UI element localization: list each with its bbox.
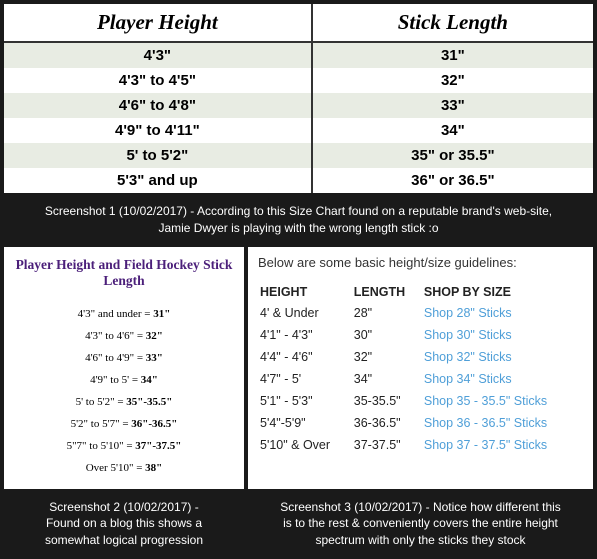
t3-header-shop: SHOP BY SIZE bbox=[422, 282, 583, 302]
table-1: Player Height Stick Length 4'3"31" 4'3" … bbox=[4, 4, 593, 193]
table-row: 4'9" to 4'11"34" bbox=[4, 118, 593, 143]
table-row: 4'3"31" bbox=[4, 42, 593, 68]
shop-link[interactable]: Shop 28" Sticks bbox=[422, 302, 583, 324]
list-item: 5"7" to 5'10" = 37"-37.5" bbox=[12, 435, 236, 457]
t3-title: Below are some basic height/size guideli… bbox=[258, 255, 583, 270]
table-row: 5'4"-5'9"36-36.5"Shop 36 - 36.5" Sticks bbox=[258, 412, 583, 434]
table-row: 5' to 5'2"35" or 35.5" bbox=[4, 143, 593, 168]
table-row: 5'10" & Over37-37.5"Shop 37 - 37.5" Stic… bbox=[258, 434, 583, 456]
shop-link[interactable]: Shop 35 - 35.5" Sticks bbox=[422, 390, 583, 412]
shop-link[interactable]: Shop 36 - 36.5" Sticks bbox=[422, 412, 583, 434]
size-chart-3: Below are some basic height/size guideli… bbox=[248, 247, 593, 489]
size-chart-1: Player Height Stick Length 4'3"31" 4'3" … bbox=[4, 4, 593, 193]
table-row: 4'7" - 5'34"Shop 34" Sticks bbox=[258, 368, 583, 390]
caption-1: Screenshot 1 (10/02/2017) - According to… bbox=[4, 193, 593, 247]
table-row: 4'1" - 4'3"30"Shop 30" Sticks bbox=[258, 324, 583, 346]
list-item: 4'3" to 4'6" = 32" bbox=[12, 325, 236, 347]
list-item: 5' to 5'2" = 35"-35.5" bbox=[12, 391, 236, 413]
size-chart-2: Player Height and Field Hockey Stick Len… bbox=[4, 247, 244, 489]
table-row: 4'3" to 4'5"32" bbox=[4, 68, 593, 93]
t3-header-height: HEIGHT bbox=[258, 282, 352, 302]
table-row: 5'3" and up36" or 36.5" bbox=[4, 168, 593, 193]
list-item: 4'3" and under = 31" bbox=[12, 303, 236, 325]
list-item: 4'9" to 5' = 34" bbox=[12, 369, 236, 391]
list-item: 5'2" to 5'7" = 36"-36.5" bbox=[12, 413, 236, 435]
t3-header-length: LENGTH bbox=[352, 282, 422, 302]
list-item: 4'6" to 4'9" = 33" bbox=[12, 347, 236, 369]
t2-title: Player Height and Field Hockey Stick Len… bbox=[12, 257, 236, 289]
table-row: 4'6" to 4'8"33" bbox=[4, 93, 593, 118]
table-row: 4' & Under28"Shop 28" Sticks bbox=[258, 302, 583, 324]
t1-header-height: Player Height bbox=[4, 4, 312, 42]
caption-2: Screenshot 2 (10/02/2017) - Found on a b… bbox=[4, 489, 244, 559]
shop-link[interactable]: Shop 32" Sticks bbox=[422, 346, 583, 368]
caption-3: Screenshot 3 (10/02/2017) - Notice how d… bbox=[248, 489, 593, 559]
table-row: 4'4" - 4'6"32"Shop 32" Sticks bbox=[258, 346, 583, 368]
t1-header-length: Stick Length bbox=[312, 4, 593, 42]
shop-link[interactable]: Shop 30" Sticks bbox=[422, 324, 583, 346]
shop-link[interactable]: Shop 37 - 37.5" Sticks bbox=[422, 434, 583, 456]
table-3: HEIGHT LENGTH SHOP BY SIZE 4' & Under28"… bbox=[258, 282, 583, 456]
shop-link[interactable]: Shop 34" Sticks bbox=[422, 368, 583, 390]
list-item: Over 5'10" = 38" bbox=[12, 457, 236, 479]
table-row: 5'1" - 5'3"35-35.5"Shop 35 - 35.5" Stick… bbox=[258, 390, 583, 412]
